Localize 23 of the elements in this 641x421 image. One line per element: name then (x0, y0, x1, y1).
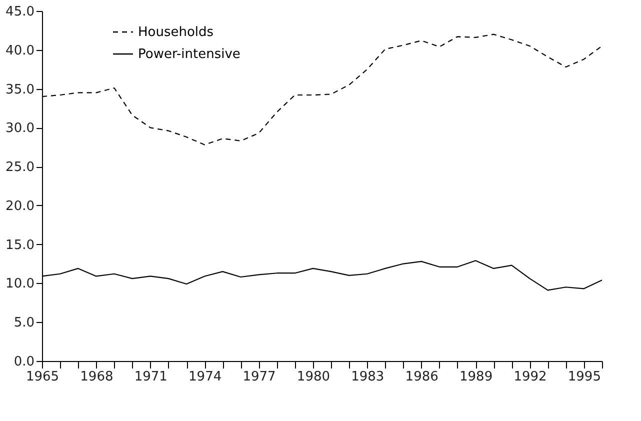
x-tick-label: 1977 (242, 370, 276, 384)
x-tick-label: 1995 (568, 370, 601, 384)
x-tick-label: 1983 (351, 370, 384, 384)
y-tick-label: 25.0 (6, 160, 34, 176)
y-tick-label: 0.0 (14, 354, 34, 370)
legend-label: Households (138, 25, 214, 40)
x-tick-label: 1989 (460, 370, 493, 384)
x-tick-label: 1992 (514, 370, 547, 384)
x-tick-label: 1965 (26, 370, 60, 384)
legend-label: Power-intensive (138, 47, 240, 62)
y-tick-label: 15.0 (6, 238, 34, 253)
y-tick-label: 5.0 (14, 316, 34, 331)
x-tick-label: 1986 (405, 370, 438, 384)
y-tick-label: 35.0 (6, 82, 34, 98)
x-tick-label: 1980 (296, 370, 330, 384)
x-tick-label: 1971 (134, 370, 168, 384)
y-tick-label: 10.0 (6, 276, 34, 292)
x-tick-label: 1968 (80, 370, 114, 384)
y-tick-label: 20.0 (6, 198, 34, 214)
y-tick-label: 40.0 (6, 43, 34, 58)
y-tick-label: 45.0 (6, 4, 34, 20)
x-tick-label: 1974 (188, 370, 222, 384)
y-tick-label: 30.0 (6, 121, 34, 136)
